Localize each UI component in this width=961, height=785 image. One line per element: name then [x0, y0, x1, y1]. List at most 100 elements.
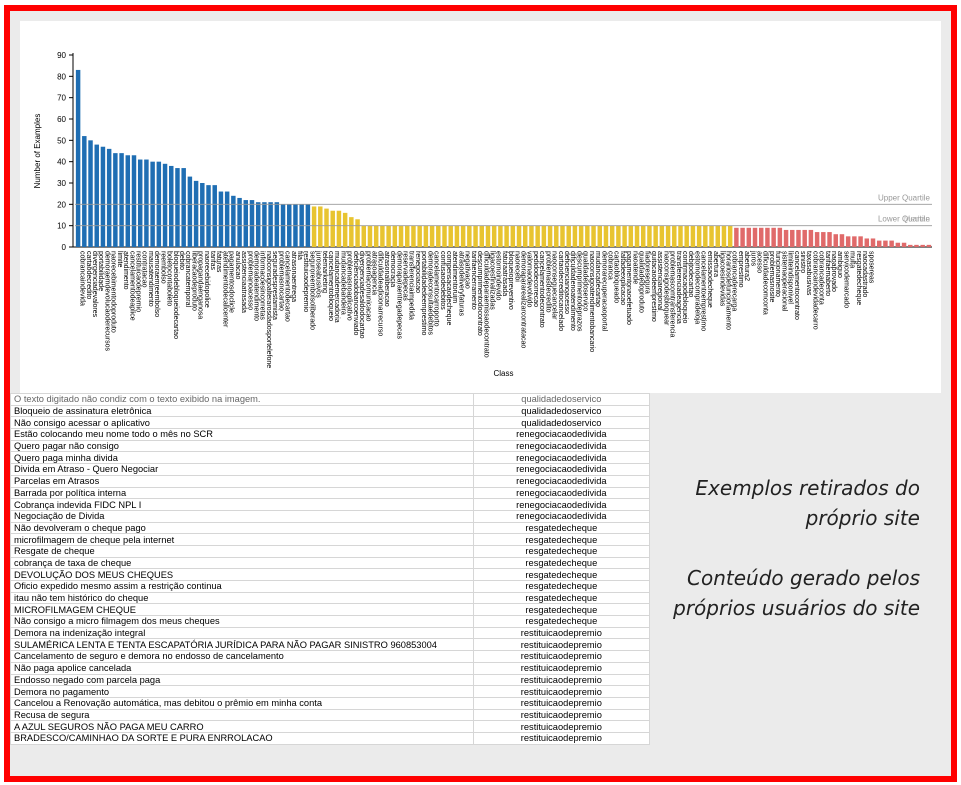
x-tick-label: juroseabusivos	[315, 250, 322, 298]
y-tick-label: 70	[57, 94, 66, 103]
x-axis-label: Class	[493, 369, 513, 378]
bar	[380, 225, 385, 247]
x-tick-label: cobranca	[606, 251, 613, 280]
table-row: Oficio expedido mesmo assim a restrição …	[10, 580, 650, 593]
table-row: itau não tem histórico do cheque resgated…	[10, 591, 650, 605]
bar	[796, 229, 801, 247]
x-tick-label: cancelamentodeaplice	[128, 251, 135, 321]
bar	[386, 225, 391, 247]
bar	[330, 210, 335, 247]
x-tick-label: acesso	[756, 251, 763, 273]
bar	[373, 225, 379, 247]
x-tick-label: problemasdecredito	[544, 251, 551, 313]
bar	[237, 197, 242, 247]
x-tick-label: restituicaodepremio	[302, 251, 309, 312]
x-tick-label: transferenciadeagencia	[675, 251, 682, 324]
bar	[839, 234, 845, 247]
bar	[349, 217, 354, 247]
bar	[802, 229, 807, 247]
bar	[821, 232, 826, 247]
bar	[491, 225, 497, 247]
x-tick-label: atendimento	[122, 251, 129, 290]
bar	[703, 225, 708, 247]
x-tick-label: cobrancaderecarga	[731, 251, 738, 311]
bar	[131, 155, 137, 247]
x-tick-label: atrasonaliberacao	[383, 251, 390, 307]
table-cell-text: DEVOLUÇÃO DOS MEUS CHEQUES	[10, 568, 474, 581]
bar	[603, 225, 609, 247]
x-tick-label: cobrancaindevida	[79, 251, 86, 306]
table-cell-text: Negociação de Divida	[10, 509, 474, 523]
bar	[100, 146, 106, 247]
x-tick-label: anulacao	[234, 251, 241, 280]
bar	[361, 225, 367, 247]
table-cell-class: resgatedecheque	[472, 591, 650, 605]
x-tick-label: compensacaodecheque	[445, 251, 452, 325]
table-cell-text: Barrada por política interna	[10, 486, 474, 500]
bar	[442, 225, 447, 247]
bar	[727, 225, 733, 247]
bar	[883, 240, 888, 247]
bar	[231, 195, 236, 247]
table-row: microfilmagem de cheque pela internet res…	[10, 533, 650, 546]
bar	[88, 140, 93, 247]
table-cell-class: restituicaodepremio	[472, 638, 650, 652]
bar	[827, 232, 832, 247]
y-tick-label: 20	[57, 200, 66, 209]
table-row: DEVOLUÇÃO DOS MEUS CHEQUES resgatedechequ…	[10, 568, 650, 581]
table-cell-class: resgatedecheque	[472, 533, 650, 546]
bar	[833, 234, 838, 247]
table-cell-text: Cancelou a Renovação automática, mas deb…	[10, 696, 474, 710]
x-tick-label: sistemaoperacional	[780, 251, 787, 312]
table-cell-text: Não paga apolice cancelada	[10, 661, 474, 675]
bar	[392, 225, 398, 247]
bar	[181, 168, 186, 247]
table-cell-class: qualidadedoservico	[472, 416, 650, 430]
table-cell-class: resgatedecheque	[472, 544, 650, 558]
table-cell-text: Resgate de cheque	[10, 544, 474, 558]
table-cell-class: restituicaodepremio	[472, 661, 650, 675]
x-tick-label: sinistro	[799, 251, 806, 273]
bar	[653, 225, 658, 247]
bar-chart: 0 10 20 30 40 50 60 70 80 90 Number of Examples cob…	[33, 51, 932, 378]
bar	[634, 225, 640, 247]
bar	[311, 206, 317, 247]
y-tick-label: 40	[57, 158, 66, 167]
x-tick-label: valornaodevolvido	[526, 251, 533, 308]
table-cell-text: Divida em Atraso - Quero Negociar	[10, 463, 474, 476]
table-row: Demora no pagamento restituicaodepremio	[10, 685, 650, 698]
bar	[249, 200, 255, 247]
bar	[721, 225, 727, 247]
bar	[690, 225, 696, 247]
x-tick-label: ambiguo	[836, 251, 843, 278]
examples-table: O texto digitado não condiz com o texto …	[10, 393, 650, 745]
x-tick-label: portabilidadedeemprestimo	[420, 251, 427, 336]
x-tick-label: mausatendimento	[147, 251, 154, 307]
bar	[758, 227, 764, 247]
x-tick-label: cancelamentocontrato	[793, 251, 800, 320]
table-row: Recusa de segura restituicaodepremio	[10, 708, 650, 722]
x-tick-label: naoaprovado	[830, 251, 837, 292]
slide-frame: 0 10 20 30 40 50 60 70 80 90 Number of Examples cob…	[4, 5, 957, 782]
bar	[193, 180, 199, 247]
bar	[460, 225, 466, 247]
x-tick-label: demoradeconsultaedebitos	[426, 251, 433, 336]
x-tick-label: naoconsigodesbloquear	[662, 251, 669, 326]
x-tick-label: ligacoesindevidas	[718, 251, 725, 307]
x-tick-label: cancelamentobloqueio	[327, 251, 334, 321]
bar	[119, 153, 124, 247]
bar	[175, 168, 180, 247]
x-tick-label: informacoesincorretas	[259, 251, 266, 320]
table-row: Não devolveram o cheque pago resgatedeche…	[10, 521, 650, 535]
table-cell-class: renegociacaodedivida	[472, 498, 650, 511]
reference-line-label: Lower Quartile	[878, 215, 931, 224]
table-row: Quero pagar não consigo renegociacaodediv…	[10, 439, 650, 453]
bar	[858, 236, 863, 247]
x-tick-label: abertura	[712, 251, 719, 277]
bar	[94, 144, 99, 247]
x-tick-label: cobrancadeconta	[818, 251, 825, 305]
bar	[808, 229, 814, 247]
x-tick-label: atrasoagencia	[370, 251, 377, 295]
x-tick-label: negativacao	[464, 251, 471, 289]
x-tick-label: descumprimentodocontrato	[476, 251, 483, 336]
